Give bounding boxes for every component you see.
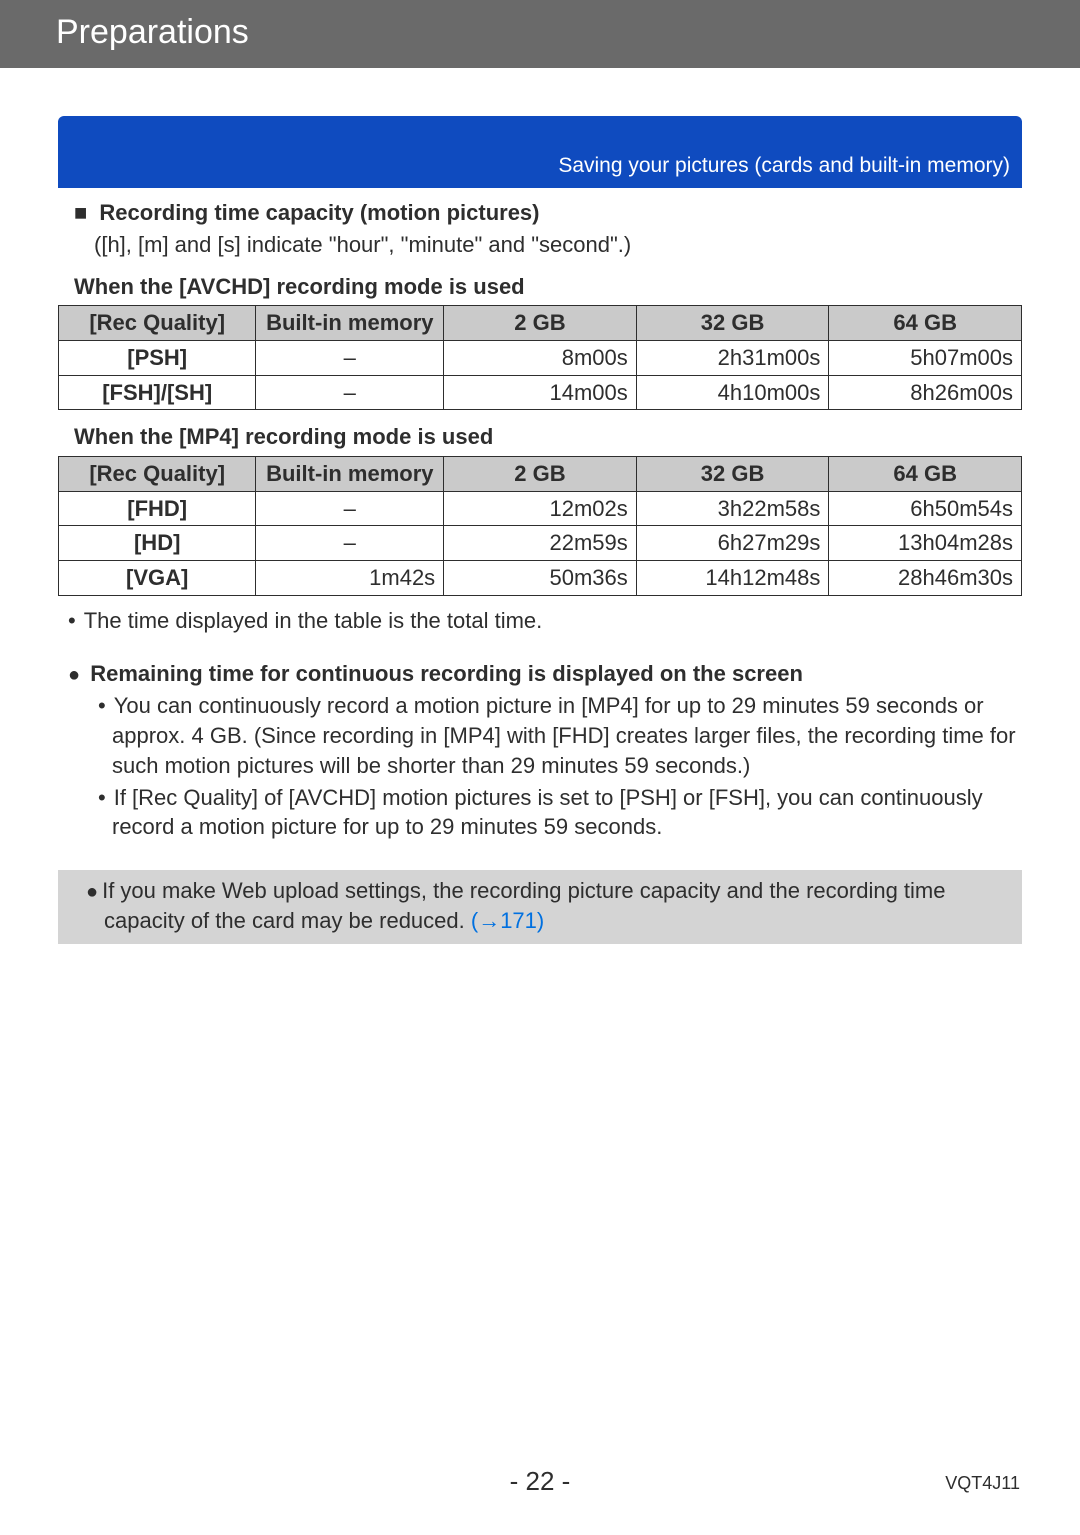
table-cell: 4h10m00s (636, 375, 829, 410)
table-cell: 22m59s (444, 526, 637, 561)
column-header: [Rec Quality] (59, 457, 256, 492)
table-cell: – (256, 340, 444, 375)
table-cell: 3h22m58s (636, 491, 829, 526)
section-title-text: Recording time capacity (motion pictures… (99, 200, 539, 225)
table-cell: 8m00s (444, 340, 637, 375)
table-cell: 13h04m28s (829, 526, 1022, 561)
remaining-heading-text: Remaining time for continuous recording … (90, 661, 803, 686)
table-cell: 6h50m54s (829, 491, 1022, 526)
table-cell: 5h07m00s (829, 340, 1022, 375)
page-content: Saving your pictures (cards and built-in… (0, 68, 1080, 944)
row-label: [FSH]/[SH] (59, 375, 256, 410)
table-cell: 8h26m00s (829, 375, 1022, 410)
page-header: Preparations (0, 0, 1080, 68)
table-cell: 50m36s (444, 561, 637, 596)
row-label: [FHD] (59, 491, 256, 526)
table-row: [FSH]/[SH]–14m00s4h10m00s8h26m00s (59, 375, 1022, 410)
table-cell: 12m02s (444, 491, 637, 526)
list-item: You can continuously record a motion pic… (112, 691, 1022, 780)
page-header-title: Preparations (56, 13, 249, 51)
remaining-bullet-list: You can continuously record a motion pic… (58, 691, 1022, 841)
table-cell: 1m42s (256, 561, 444, 596)
table-row: [FHD]–12m02s3h22m58s6h50m54s (59, 491, 1022, 526)
page-link-171[interactable]: (→171) (471, 908, 544, 933)
column-header: 32 GB (636, 457, 829, 492)
column-header: Built-in memory (256, 306, 444, 341)
row-label: [PSH] (59, 340, 256, 375)
avchd-table: [Rec Quality]Built-in memory2 GB32 GB64 … (58, 305, 1022, 410)
column-header: 2 GB (444, 457, 637, 492)
table-cell: – (256, 375, 444, 410)
page-number: - 22 - (0, 1464, 1080, 1499)
list-item: If [Rec Quality] of [AVCHD] motion pictu… (112, 783, 1022, 842)
column-header: 64 GB (829, 306, 1022, 341)
section-subtext: ([h], [m] and [s] indicate "hour", "minu… (94, 230, 1022, 260)
column-header: 64 GB (829, 457, 1022, 492)
table-cell: – (256, 491, 444, 526)
table-cell: 14m00s (444, 375, 637, 410)
table-cell: 14h12m48s (636, 561, 829, 596)
table-row: [PSH]–8m00s2h31m00s5h07m00s (59, 340, 1022, 375)
mp4-caption: When the [MP4] recording mode is used (74, 422, 1022, 452)
section-banner: Saving your pictures (cards and built-in… (58, 116, 1022, 188)
section-banner-text: Saving your pictures (cards and built-in… (558, 154, 1010, 177)
table-row: [HD]–22m59s6h27m29s13h04m28s (59, 526, 1022, 561)
row-label: [VGA] (59, 561, 256, 596)
note-bullet-icon (86, 878, 102, 903)
table-cell: – (256, 526, 444, 561)
table-row: [VGA]1m42s50m36s14h12m48s28h46m30s (59, 561, 1022, 596)
table-cell: 2h31m00s (636, 340, 829, 375)
column-header: 2 GB (444, 306, 637, 341)
tables-footnote: The time displayed in the table is the t… (86, 606, 1022, 636)
avchd-caption: When the [AVCHD] recording mode is used (74, 272, 1022, 302)
web-upload-note: If you make Web upload settings, the rec… (58, 870, 1022, 944)
column-header: Built-in memory (256, 457, 444, 492)
section-title: Recording time capacity (motion pictures… (74, 198, 1022, 228)
remaining-heading: Remaining time for continuous recording … (68, 659, 1022, 689)
column-header: [Rec Quality] (59, 306, 256, 341)
document-code: VQT4J11 (945, 1471, 1020, 1495)
mp4-table: [Rec Quality]Built-in memory2 GB32 GB64 … (58, 456, 1022, 596)
column-header: 32 GB (636, 306, 829, 341)
table-cell: 28h46m30s (829, 561, 1022, 596)
row-label: [HD] (59, 526, 256, 561)
table-cell: 6h27m29s (636, 526, 829, 561)
